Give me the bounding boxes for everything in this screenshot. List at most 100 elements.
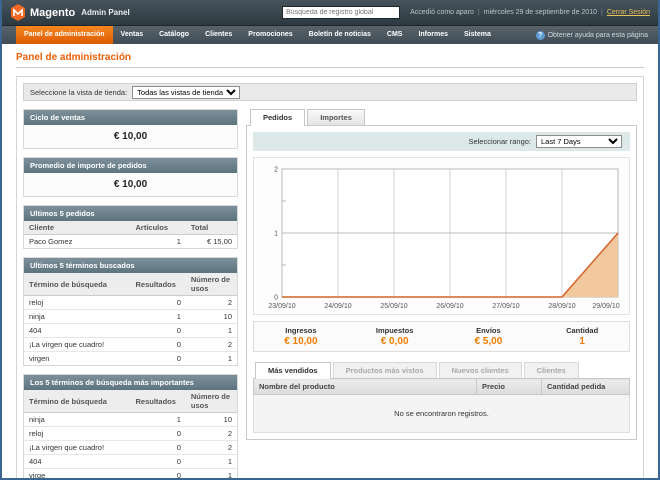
stats-bar: Ingresos € 10,00 Impuestos € 0,00 Envíos…: [253, 321, 630, 352]
stat-envios: Envíos € 5,00: [442, 326, 536, 347]
table-row[interactable]: ninja 1 10: [24, 310, 237, 324]
chart-panel: Seleccionar rango: Last 7 Days 0 1 2 23/09/…: [246, 125, 637, 440]
logout-link[interactable]: Cerrar Sesión: [607, 9, 650, 16]
page-body: Panel de administración Seleccione la vi…: [2, 44, 658, 478]
svg-text:23/09/10: 23/09/10: [268, 303, 295, 310]
average-orders-value: € 10,00: [24, 173, 237, 196]
nav-item-sistema[interactable]: Sistema: [456, 26, 499, 44]
last-search-terms-table: Término de búsqueda Resultados Número de…: [24, 273, 237, 365]
help-link[interactable]: Obtener ayuda para esta página: [536, 31, 658, 40]
average-orders-card: Promedio de importe de pedidos € 10,00: [23, 157, 238, 197]
dashboard-content: Seleccione la vista de tienda: Todas las…: [16, 76, 644, 478]
column-header: Resultados: [131, 273, 186, 296]
table-row[interactable]: Paco Gomez 1 € 15,00: [24, 235, 237, 249]
chart-box: 0 1 2 23/09/10 24/09/10 25/09/10 26/09/10 27/09…: [253, 157, 630, 315]
tab-clientes[interactable]: Clientes: [524, 362, 579, 378]
table-row[interactable]: ¡La virgen que cuadro! 0 2: [24, 441, 237, 455]
card-title: Ultimos 5 términos buscados: [24, 258, 237, 273]
dashboard-panel: Pedidos Importes Seleccionar rango: Last…: [246, 109, 637, 478]
nav-item-cms[interactable]: CMS: [379, 26, 411, 44]
card-title: Los 5 términos de búsqueda más important…: [24, 375, 237, 390]
range-select[interactable]: Last 7 Days: [536, 135, 622, 148]
orders-chart: 0 1 2 23/09/10 24/09/10 25/09/10 26/09/10 27/09…: [258, 161, 626, 311]
svg-text:27/09/10: 27/09/10: [492, 303, 519, 310]
store-view-bar: Seleccione la vista de tienda: Todas las…: [23, 83, 637, 101]
magento-logo-icon: [10, 4, 26, 21]
stat-ingresos: Ingresos € 10,00: [254, 326, 348, 347]
svg-text:1: 1: [274, 231, 278, 238]
column-header: Número de usos: [186, 273, 237, 296]
store-view-select[interactable]: Todas las vistas de tienda: [132, 86, 240, 99]
separator: [601, 9, 603, 16]
logged-in-as: Accedió como aparo: [410, 9, 474, 16]
global-search-input[interactable]: [282, 6, 400, 19]
no-records-message: No se encontraron registros.: [254, 395, 630, 433]
column-header: Resultados: [131, 390, 186, 413]
svg-text:2: 2: [274, 167, 278, 174]
svg-text:29/09/10: 29/09/10: [592, 303, 619, 310]
last-orders-table: Cliente Artículos Total Paco Gomez 1 € 1…: [24, 221, 237, 248]
stat-impuestos: Impuestos € 0,00: [348, 326, 442, 347]
table-row[interactable]: virge 0 1: [24, 469, 237, 479]
card-title: Ultimos 5 pedidos: [24, 206, 237, 221]
top-search-terms-table: Término de búsqueda Resultados Número de…: [24, 390, 237, 478]
main-nav: Panel de administración Ventas Catálogo …: [2, 26, 658, 44]
nav-item-catalogo[interactable]: Catálogo: [151, 26, 197, 44]
card-title: Ciclo de ventas: [24, 110, 237, 125]
svg-text:24/09/10: 24/09/10: [324, 303, 351, 310]
svg-text:0: 0: [274, 295, 278, 302]
table-row[interactable]: ¡La virgen que cuadro! 0 2: [24, 338, 237, 352]
tab-nuevos-clientes[interactable]: Nuevos clientes: [439, 362, 522, 378]
tab-importes[interactable]: Importes: [307, 109, 365, 125]
last-orders-card: Ultimos 5 pedidos Cliente Artículos Tota…: [23, 205, 238, 249]
column-header: Cantidad pedida: [542, 379, 630, 395]
table-row[interactable]: virgen 0 1: [24, 352, 237, 366]
nav-item-boletin[interactable]: Boletín de noticias: [301, 26, 379, 44]
svg-text:28/09/10: 28/09/10: [548, 303, 575, 310]
table-row[interactable]: 404 0 1: [24, 455, 237, 469]
title-divider: [16, 67, 644, 68]
tab-productos-mas-vistos[interactable]: Productos más vistos: [333, 362, 437, 378]
lifetime-sales-card: Ciclo de ventas € 10,00: [23, 109, 238, 149]
nav-item-clientes[interactable]: Clientes: [197, 26, 240, 44]
help-icon: [536, 31, 545, 40]
products-tabs: Más vendidos Productos más vistos Nuevos…: [255, 362, 630, 378]
last-search-terms-card: Ultimos 5 términos buscados Término de b…: [23, 257, 238, 366]
session-info: Accedió como aparo miércoles 29 de septi…: [410, 9, 650, 16]
column-header: Término de búsqueda: [24, 390, 131, 413]
nav-item-promociones[interactable]: Promociones: [240, 26, 300, 44]
column-header: Nombre del producto: [254, 379, 477, 395]
column-header: Total: [186, 221, 237, 235]
table-row[interactable]: 404 0 1: [24, 324, 237, 338]
lifetime-sales-value: € 10,00: [24, 125, 237, 148]
table-row[interactable]: reloj 0 2: [24, 296, 237, 310]
empty-row: No se encontraron registros.: [254, 395, 630, 433]
top-search-terms-card: Los 5 términos de búsqueda más important…: [23, 374, 238, 478]
top-header: Magento Admin Panel Accedió como aparo m…: [2, 0, 658, 26]
page-title: Panel de administración: [16, 52, 644, 63]
current-date: miércoles 29 de septiembre de 2010: [484, 9, 597, 16]
table-row[interactable]: reloj 0 2: [24, 427, 237, 441]
stat-cantidad: Cantidad 1: [535, 326, 629, 347]
column-header: Número de usos: [186, 390, 237, 413]
nav-item-informes[interactable]: Informes: [410, 26, 456, 44]
column-header: Artículos: [131, 221, 186, 235]
nav-item-ventas[interactable]: Ventas: [113, 26, 152, 44]
chart-tabs: Pedidos Importes: [250, 109, 637, 125]
magento-logo: Magento Admin Panel: [10, 4, 130, 21]
left-column: Ciclo de ventas € 10,00 Promedio de impo…: [23, 109, 238, 478]
svg-text:25/09/10: 25/09/10: [380, 303, 407, 310]
tab-mas-vendidos[interactable]: Más vendidos: [255, 362, 331, 379]
column-header: Término de búsqueda: [24, 273, 131, 296]
store-view-label: Seleccione la vista de tienda:: [30, 88, 127, 97]
range-bar: Seleccionar rango: Last 7 Days: [253, 132, 630, 151]
svg-text:26/09/10: 26/09/10: [436, 303, 463, 310]
table-row[interactable]: ninja 1 10: [24, 413, 237, 427]
magento-admin-window: Magento Admin Panel Accedió como aparo m…: [0, 0, 660, 480]
card-title: Promedio de importe de pedidos: [24, 158, 237, 173]
nav-item-dashboard[interactable]: Panel de administración: [16, 26, 113, 44]
separator: [478, 9, 480, 16]
column-header: Cliente: [24, 221, 131, 235]
brand-name: Magento: [30, 7, 75, 19]
tab-pedidos[interactable]: Pedidos: [250, 109, 305, 126]
